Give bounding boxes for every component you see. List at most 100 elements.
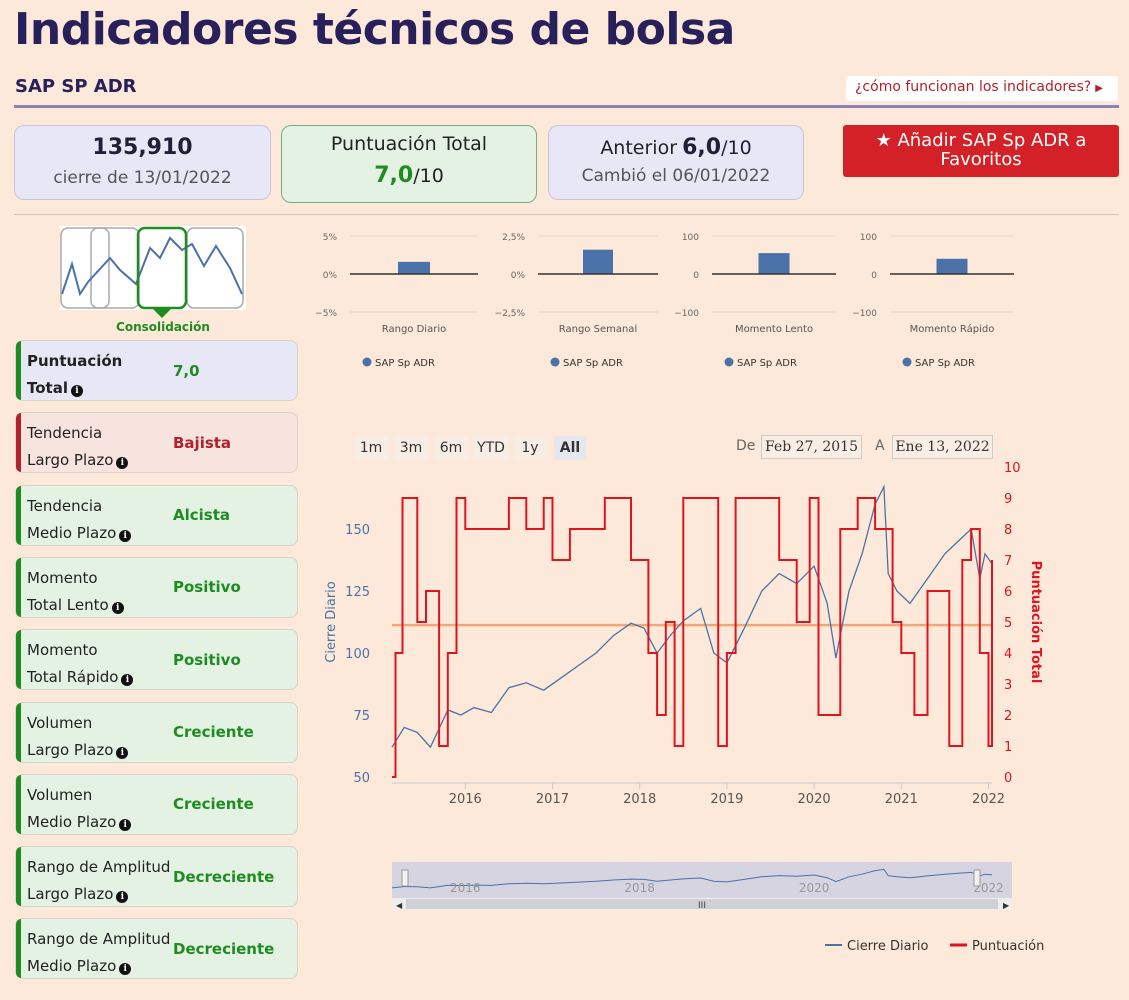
mini-bar-charts: 5% 0% −5% Rango Diario SAP Sp ADR 2,5% 0% −2,5%…	[315, 233, 1014, 369]
navigator-left-handle[interactable]	[401, 869, 409, 887]
from-date-input[interactable]: Feb 27, 2015	[761, 435, 862, 459]
range-button-1m[interactable]: 1m	[354, 436, 388, 460]
mini-bar	[758, 253, 790, 274]
ticker-name: SAP SP ADR	[15, 76, 137, 97]
range-button-all[interactable]: All	[554, 436, 586, 460]
mini-tick-label: 100	[682, 233, 699, 243]
last-price: 135,910	[92, 135, 193, 160]
pattern-pointer	[152, 308, 172, 318]
mini-axis-label: Momento Rápido	[910, 323, 995, 335]
x-tick-label: 2022	[972, 792, 1005, 807]
add-favorite-button[interactable]: ★ Añadir SAP Sp ADR a Favoritos	[843, 125, 1119, 177]
y2-tick-label: 6	[1004, 585, 1012, 600]
mini-axis-label: Rango Semanal	[559, 324, 637, 335]
to-date-input[interactable]: Ene 13, 2022	[892, 435, 993, 459]
mini-tick-label: −100	[674, 309, 699, 319]
mini-legend-label: SAP Sp ADR	[915, 358, 975, 369]
info-icon[interactable]: i	[111, 601, 124, 614]
y2-tick-label: 4	[1004, 647, 1012, 662]
mini-tick-label: −2,5%	[495, 309, 526, 319]
pattern-price-line	[61, 236, 243, 297]
mini-tick-label: 5%	[323, 233, 338, 243]
indicator-label-line1: Momento	[27, 568, 98, 587]
indicator-row: Puntuación Total i 7,0	[15, 340, 298, 401]
indicator-row: Momento Total Lento i Positivo	[15, 556, 298, 619]
y2-tick-label: 2	[1004, 709, 1012, 724]
from-label: De	[736, 438, 756, 454]
indicator-row: Volumen Medio Plazo i Creciente	[15, 773, 298, 836]
indicator-value: 7,0	[173, 361, 200, 380]
mini-bar	[398, 261, 430, 274]
main-price-chart: 50 75 100 125 150 0 1 2 3 4 5 6 7 8 9 10 Cierre Diario Pu…	[324, 461, 1044, 954]
indicator-value: Positivo	[173, 578, 241, 597]
range-button-6m[interactable]: 6m	[434, 436, 468, 460]
indicator-value: Bajista	[173, 433, 232, 452]
mini-legend-marker	[362, 357, 372, 367]
indicator-label-line1: Tendencia	[27, 496, 103, 515]
x-tick-label: 2016	[449, 792, 482, 807]
section-divider	[14, 214, 1119, 215]
pattern-background	[60, 226, 246, 310]
how-link-label: ¿cómo funcionan los indicadores?	[855, 79, 1092, 95]
indicator-row: Rango de Amplitud Largo Plazo i Decreciente	[15, 846, 298, 908]
mini-tick-label: 0	[693, 271, 699, 281]
mini-chart: 5% 0% −5% Rango Diario SAP Sp ADR	[315, 233, 478, 369]
y2-axis-title: Puntuación Total	[1028, 561, 1043, 684]
info-icon[interactable]: i	[70, 385, 83, 397]
indicator-label-line2: Total Lento i	[27, 592, 124, 619]
info-icon[interactable]: i	[119, 529, 132, 542]
info-icon[interactable]: i	[116, 746, 129, 759]
legend-score-label[interactable]: Puntuación	[972, 939, 1044, 954]
indicator-label: Rango de Amplitud Largo Plazo i	[27, 854, 170, 908]
mini-legend-label: SAP Sp ADR	[375, 358, 435, 369]
indicator-label-line1: Puntuación	[27, 352, 123, 370]
info-icon[interactable]: i	[119, 818, 132, 831]
y2-tick-label: 10	[1004, 461, 1021, 476]
y2-tick-label: 3	[1004, 678, 1012, 693]
range-button-1y[interactable]: 1y	[514, 436, 546, 460]
range-button-3m[interactable]: 3m	[394, 436, 428, 460]
page-title: Indicadores técnicos de bolsa	[14, 4, 735, 55]
star-icon: ★	[875, 130, 892, 151]
indicator-value: Decreciente	[173, 867, 275, 886]
y-tick-label: 100	[345, 647, 370, 662]
y-tick-label: 50	[353, 771, 370, 786]
info-icon[interactable]: i	[116, 891, 129, 904]
to-label: A	[875, 438, 885, 454]
y2-tick-label: 5	[1004, 616, 1012, 631]
indicator-label-line1: Rango de Amplitud	[27, 858, 171, 877]
scrollbar-thumb[interactable]	[406, 899, 998, 909]
indicator-label: Momento Total Rápido i	[27, 637, 134, 691]
range-button-ytd[interactable]: YTD	[473, 436, 509, 460]
caret-right-icon: ▶	[1095, 83, 1103, 94]
previous-card: Anterior 6,0/10 Cambió el 06/01/2022	[548, 125, 804, 200]
scroll-right-icon[interactable]: ▶	[1003, 901, 1010, 910]
how-indicators-link[interactable]: ¿cómo funcionan los indicadores? ▶	[846, 76, 1118, 101]
navigator-tick-label: 2016	[450, 881, 481, 895]
indicator-label: Volumen Medio Plazo i	[27, 782, 132, 836]
indicator-value: Decreciente	[173, 939, 275, 958]
scroll-left-icon[interactable]: ◀	[396, 901, 403, 910]
legend-price-label[interactable]: Cierre Diario	[847, 939, 929, 954]
mini-legend-marker	[902, 357, 912, 367]
mini-axis-label: Rango Diario	[382, 324, 446, 335]
pattern-thumbnail: Consolidación	[60, 226, 246, 334]
mini-bar	[936, 258, 968, 274]
info-icon[interactable]: i	[116, 457, 129, 470]
indicator-accent-bar	[16, 413, 21, 473]
y-axis-title: Cierre Diario	[324, 581, 339, 663]
mini-legend-label: SAP Sp ADR	[563, 358, 623, 369]
navigator-tick-label: 2020	[799, 881, 830, 895]
score-scale: /10	[413, 165, 444, 187]
indicator-value: Creciente	[173, 723, 254, 741]
indicator-accent-bar	[16, 702, 21, 762]
mini-chart: 100 0 −100 Momento Lento SAP Sp ADR	[674, 233, 836, 369]
navigator-series	[391, 868, 993, 889]
info-icon[interactable]: i	[119, 963, 132, 976]
indicator-accent-bar	[16, 774, 21, 834]
score-series-line	[392, 497, 993, 778]
info-icon[interactable]: i	[121, 674, 134, 687]
y2-tick-label: 1	[1004, 740, 1012, 755]
navigator-right-handle[interactable]	[973, 869, 981, 887]
mini-tick-label: 0%	[511, 271, 526, 281]
